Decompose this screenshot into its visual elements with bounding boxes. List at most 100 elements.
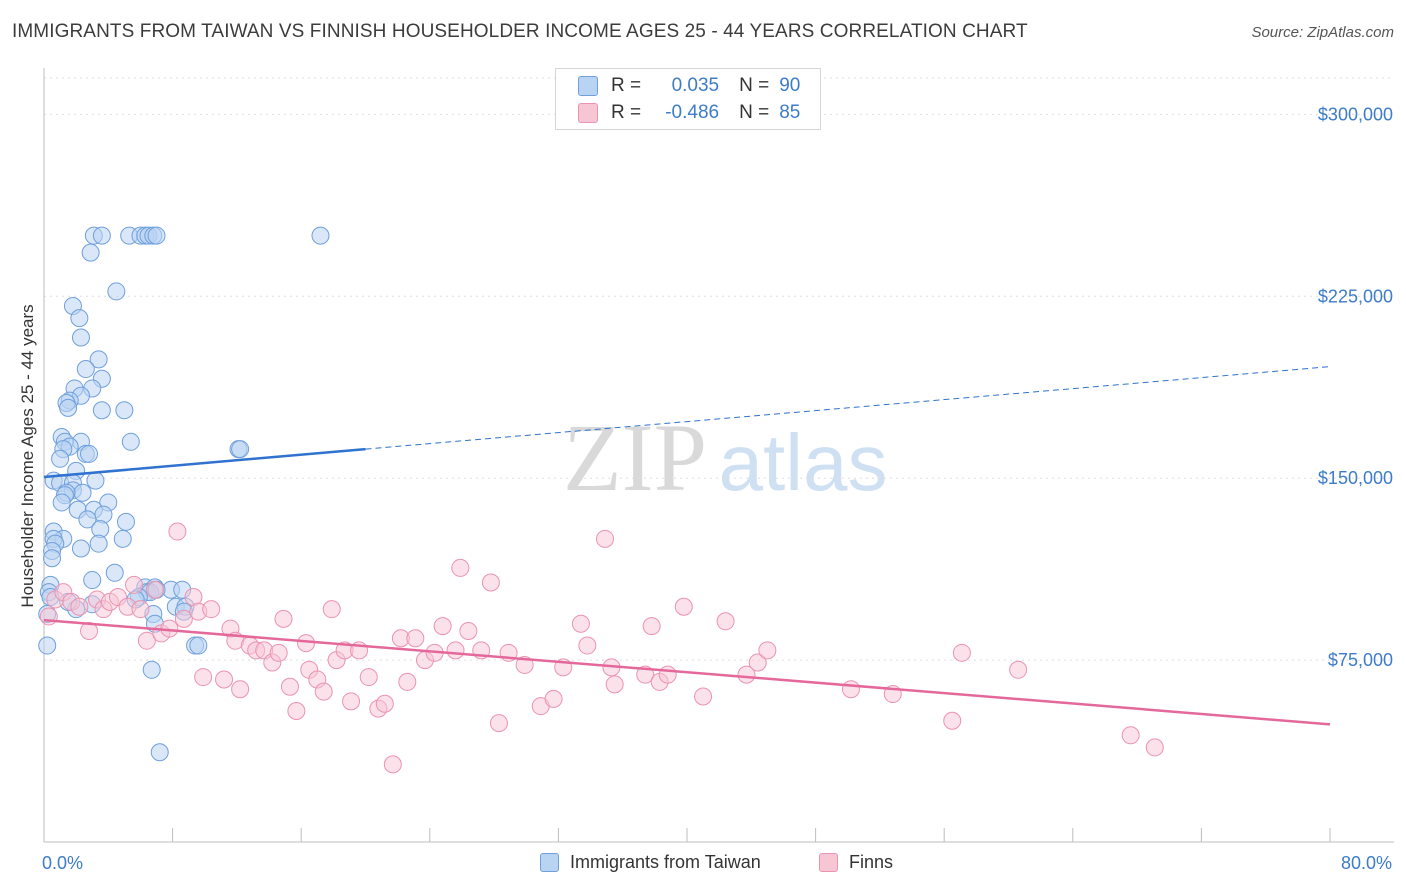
data-point-finns (459, 621, 478, 640)
data-point-taiwan (150, 743, 169, 762)
data-point-finns (342, 692, 361, 711)
x-tick-label-min: 0.0% (42, 853, 84, 873)
watermark-atlas: atlas (719, 418, 888, 507)
y-tick-label: $225,000 (1318, 286, 1393, 306)
data-point-taiwan (51, 449, 70, 468)
data-point-finns (694, 687, 713, 706)
data-point-finns (137, 631, 156, 650)
legend-swatch-finns (819, 853, 838, 872)
data-point-finns (39, 607, 58, 626)
data-point-finns (145, 580, 164, 599)
data-point-finns (446, 641, 465, 660)
trend-line-taiwan (43, 447, 366, 479)
data-point-finns (1121, 726, 1140, 745)
r-value: 0.035 (671, 75, 720, 96)
data-point-taiwan (113, 529, 132, 548)
data-point-finns (406, 629, 425, 648)
data-point-finns (1009, 660, 1028, 679)
data-point-finns (943, 711, 962, 730)
data-point-finns (451, 558, 470, 577)
correlation-legend: R = 0.035 N = 90 R = -0.486 N = 85 (555, 68, 821, 130)
data-point-taiwan (116, 512, 135, 531)
data-point-finns (716, 612, 735, 631)
data-point-finns (1145, 738, 1164, 757)
data-point-taiwan (311, 226, 330, 245)
legend-row-finns: R = -0.486 N = 85 (578, 100, 800, 126)
data-point-finns (274, 609, 293, 628)
trend-lines (43, 366, 1331, 726)
data-point-finns (314, 682, 333, 701)
y-tick-label: $300,000 (1318, 104, 1393, 124)
legend-label-taiwan: Immigrants from Taiwan (570, 852, 761, 872)
data-point-finns (383, 755, 402, 774)
data-point-finns (481, 573, 500, 592)
data-point-finns (748, 653, 767, 672)
axes (43, 68, 1394, 843)
data-point-finns (841, 680, 860, 699)
data-point-finns (359, 668, 378, 687)
n-value: 90 (779, 75, 801, 96)
series-finns-points (39, 522, 1164, 774)
data-point-finns (322, 600, 341, 619)
data-point-taiwan (73, 483, 92, 502)
y-tick-labels: $75,000 $150,000 $225,000 $300,000 (1318, 104, 1393, 670)
data-point-finns (174, 609, 193, 628)
watermark: ZIP atlas (563, 404, 887, 511)
data-point-taiwan (94, 505, 113, 524)
trend-line-taiwan-extension (365, 366, 1331, 450)
legend-swatch-taiwan (578, 76, 598, 96)
data-point-finns (658, 665, 677, 684)
n-label: N = (739, 75, 770, 96)
data-point-finns (674, 597, 693, 616)
data-point-finns (596, 529, 615, 548)
n-label: N = (739, 102, 770, 123)
data-point-taiwan (78, 510, 97, 529)
data-point-taiwan (147, 226, 166, 245)
data-point-taiwan (92, 226, 111, 245)
data-point-finns (168, 522, 187, 541)
data-point-taiwan (38, 636, 57, 655)
data-point-finns (758, 641, 777, 660)
data-point-finns (433, 617, 452, 636)
data-point-finns (737, 665, 756, 684)
data-point-finns (125, 575, 144, 594)
data-point-taiwan (71, 328, 90, 347)
data-point-finns (215, 670, 234, 689)
grid (44, 77, 1394, 661)
r-label: R = (611, 75, 642, 96)
legend-item-taiwan[interactable]: Immigrants from Taiwan (540, 852, 761, 873)
legend-swatch-finns (578, 103, 598, 123)
data-point-finns (231, 680, 250, 699)
data-point-taiwan (83, 571, 102, 590)
data-point-taiwan (43, 549, 62, 568)
r-label: R = (611, 102, 642, 123)
data-point-finns (642, 617, 661, 636)
data-point-taiwan (59, 398, 78, 417)
data-point-taiwan (115, 401, 134, 420)
n-value: 85 (779, 102, 801, 123)
data-point-taiwan (71, 539, 90, 558)
data-point-taiwan (76, 360, 95, 379)
data-point-taiwan (81, 243, 100, 262)
data-point-finns (571, 614, 590, 633)
data-point-finns (202, 600, 221, 619)
data-point-finns (131, 600, 150, 619)
r-value: -0.486 (665, 102, 720, 123)
legend-row-taiwan: R = 0.035 N = 90 (578, 73, 800, 99)
data-point-finns (605, 675, 624, 694)
data-point-finns (70, 597, 89, 616)
data-point-taiwan (189, 636, 208, 655)
legend-item-finns[interactable]: Finns (819, 852, 893, 873)
data-point-taiwan (52, 493, 71, 512)
data-point-finns (544, 689, 563, 708)
data-point-taiwan (86, 471, 105, 490)
source-label: Source: ZipAtlas.com (1251, 24, 1394, 41)
data-point-taiwan (89, 350, 108, 369)
data-point-taiwan (231, 440, 250, 459)
legend-label-finns: Finns (849, 852, 894, 872)
bottom-legend: Immigrants from Taiwan Finns (0, 852, 1406, 878)
data-point-finns (489, 714, 508, 733)
y-tick-label: $75,000 (1328, 650, 1393, 670)
data-point-taiwan (142, 660, 161, 679)
